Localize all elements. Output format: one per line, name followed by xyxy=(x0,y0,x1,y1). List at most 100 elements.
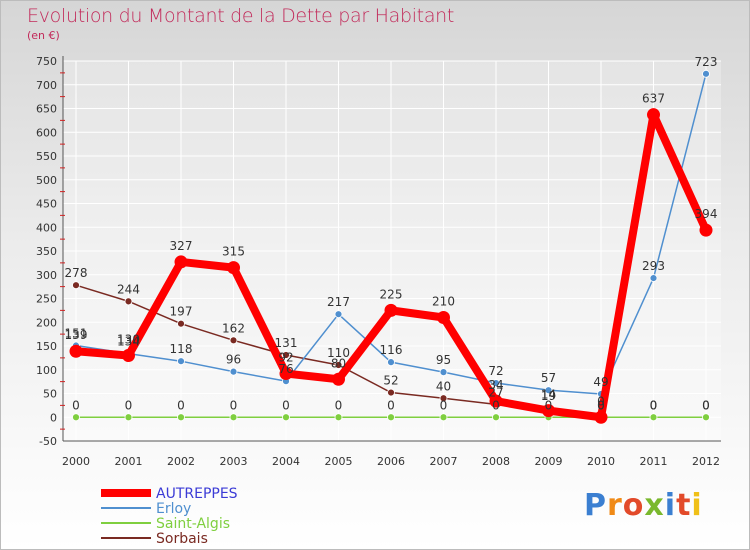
data-label: 76 xyxy=(278,362,293,376)
data-label: 0 xyxy=(545,398,553,412)
data-point xyxy=(229,413,238,422)
data-label: 162 xyxy=(222,321,245,335)
data-point xyxy=(649,274,658,282)
data-point xyxy=(387,358,395,367)
data-label: 0 xyxy=(597,394,605,408)
y-tick-label: -50 xyxy=(39,435,57,448)
data-label: 0 xyxy=(387,398,395,412)
x-tick-label: 2006 xyxy=(377,455,405,468)
data-label: 130 xyxy=(117,333,140,347)
x-tick-label: 2001 xyxy=(115,455,143,468)
x-tick-label: 2004 xyxy=(272,455,300,468)
data-label: 637 xyxy=(642,92,665,106)
y-tick-label: 450 xyxy=(36,198,57,211)
data-label: 27 xyxy=(488,385,503,399)
x-tick-label: 2005 xyxy=(325,455,353,468)
y-tick-label: 600 xyxy=(36,126,57,139)
data-label: 293 xyxy=(642,259,665,273)
data-label: 40 xyxy=(436,379,451,393)
x-tick-label: 2011 xyxy=(640,455,668,468)
data-point xyxy=(282,351,290,359)
data-point xyxy=(227,261,240,275)
logo-letter: P xyxy=(584,488,607,523)
logo-letter: i xyxy=(691,488,703,523)
data-label: 118 xyxy=(170,342,193,356)
data-point xyxy=(229,367,238,376)
data-label: 116 xyxy=(380,343,403,357)
data-point xyxy=(437,311,450,324)
data-label: 95 xyxy=(436,353,451,367)
data-label: 210 xyxy=(432,295,455,309)
chart-title: Evolution du Montant de la Dette par Hab… xyxy=(27,5,455,27)
logo-letter: r xyxy=(607,488,623,523)
data-label: 0 xyxy=(177,398,185,412)
logo-letter: x xyxy=(644,488,665,523)
data-label: 0 xyxy=(597,398,605,412)
data-point xyxy=(594,410,608,424)
data-label: 52 xyxy=(383,374,398,388)
data-point xyxy=(649,413,658,422)
data-label: 131 xyxy=(275,336,298,350)
data-label: 57 xyxy=(541,371,556,385)
data-point xyxy=(229,336,238,345)
data-point xyxy=(124,297,133,306)
data-label: 139 xyxy=(65,328,88,342)
data-label: 96 xyxy=(226,353,241,367)
data-label: 394 xyxy=(695,207,718,221)
data-label: 315 xyxy=(222,245,245,259)
data-point xyxy=(489,394,503,408)
data-point xyxy=(282,413,290,422)
legend-label-sorbais: Sorbais xyxy=(156,531,208,547)
data-point xyxy=(72,281,80,290)
data-label: 34 xyxy=(488,378,503,392)
data-point xyxy=(279,367,293,381)
x-tick-label: 2010 xyxy=(587,455,615,468)
data-point xyxy=(174,255,188,269)
logo-letter: i xyxy=(664,488,677,523)
data-point xyxy=(177,319,185,328)
legend-label-autreppes: AUTREPPES xyxy=(156,486,238,502)
data-point xyxy=(542,404,555,418)
data-point xyxy=(439,368,448,377)
y-tick-label: 0 xyxy=(50,411,57,424)
data-label: 0 xyxy=(597,398,605,412)
data-label: 217 xyxy=(327,295,350,309)
data-label: 80 xyxy=(331,356,346,370)
data-label: 0 xyxy=(125,398,133,412)
data-point xyxy=(384,303,398,317)
x-tick-label: 2002 xyxy=(167,455,195,468)
data-label: 0 xyxy=(492,398,500,412)
y-tick-label: 700 xyxy=(36,79,57,92)
data-point xyxy=(544,386,553,395)
x-tick-label: 2000 xyxy=(62,455,90,468)
data-label: 14 xyxy=(541,388,556,402)
data-label: 723 xyxy=(695,55,718,69)
data-point xyxy=(72,413,80,422)
data-label: 0 xyxy=(650,398,658,412)
data-point xyxy=(492,379,500,387)
data-point xyxy=(699,223,713,237)
data-point xyxy=(69,344,83,358)
data-label: 244 xyxy=(117,282,140,296)
data-point xyxy=(387,413,395,422)
data-label: 0 xyxy=(440,398,448,412)
data-point xyxy=(702,413,710,422)
legend-label-erloy: Erloy xyxy=(156,501,191,517)
proxiti-logo: Proxiti xyxy=(584,488,703,523)
data-point xyxy=(387,388,395,397)
data-label: 0 xyxy=(230,398,238,412)
y-tick-label: 150 xyxy=(36,340,57,353)
x-tick-label: 2003 xyxy=(220,455,248,468)
y-tick-label: 750 xyxy=(36,55,57,68)
data-point xyxy=(492,413,500,422)
data-label: 151 xyxy=(65,327,88,341)
data-label: 327 xyxy=(170,239,193,253)
y-tick-label: 250 xyxy=(36,293,57,306)
data-label: 0 xyxy=(702,398,710,412)
data-point xyxy=(177,357,185,366)
data-label: 0 xyxy=(335,398,343,412)
x-tick-label: 2007 xyxy=(430,455,458,468)
y-tick-label: 400 xyxy=(36,221,57,234)
